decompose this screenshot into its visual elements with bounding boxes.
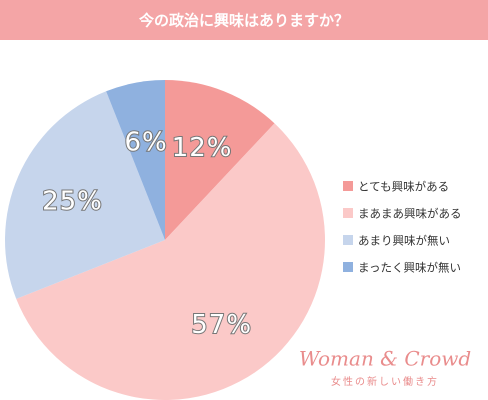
pie-slice xyxy=(106,80,165,240)
slice-label: 57% xyxy=(191,310,252,340)
pie-slice xyxy=(165,80,275,240)
pie-slice xyxy=(16,123,325,400)
legend-label: とても興味がある xyxy=(358,180,449,194)
brand: Woman & Crowd xyxy=(299,347,471,371)
slice-label: 25% xyxy=(42,186,103,216)
legend-swatch xyxy=(343,262,353,272)
tagline: 女性の新しい働き方 xyxy=(331,375,439,388)
legend-swatch xyxy=(343,208,353,218)
slice-label: 6% xyxy=(124,127,167,157)
chart-title: 今の政治に興味はありますか？ xyxy=(138,12,349,30)
legend-label: あまり興味が無い xyxy=(358,234,450,248)
legend-label: まあまあ興味がある xyxy=(358,207,462,221)
legend-swatch xyxy=(343,235,353,245)
legend-label: まったく興味が無い xyxy=(358,261,461,275)
pie: 12% 57% 25% 6% xyxy=(4,80,325,400)
slice-label: 12% xyxy=(172,133,233,163)
title-bar xyxy=(0,0,488,40)
legend-swatch xyxy=(343,181,353,191)
pie-slice xyxy=(4,91,166,299)
